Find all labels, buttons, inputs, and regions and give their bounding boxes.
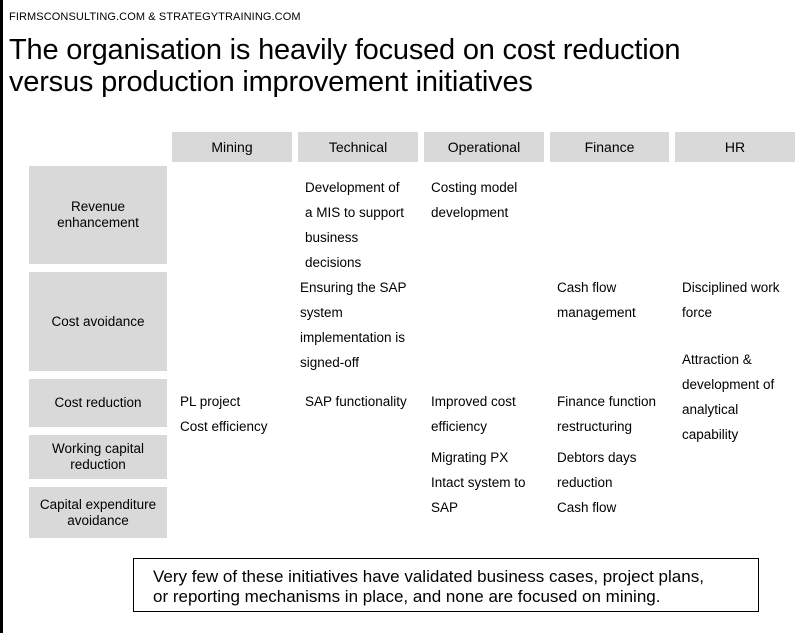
column-header-technical: Technical: [298, 132, 418, 162]
conclusion-callout: Very few of these initiatives have valid…: [133, 558, 759, 612]
title-line-2: versus production improvement initiative…: [9, 66, 533, 98]
row-header-cost-reduction: Cost reduction: [29, 379, 167, 427]
cell-line: Migrating PX: [431, 449, 509, 465]
cell-line: analytical: [682, 402, 739, 417]
cell-line: Improved cost: [431, 393, 516, 409]
cell-spacer: [682, 332, 780, 342]
cell-line: Ensuring the SAP: [300, 279, 407, 295]
cell-line: PL project: [180, 393, 241, 409]
left-border-rule: [0, 0, 3, 633]
cell-line: development of: [682, 377, 775, 392]
cell-line: restructuring: [557, 418, 633, 434]
cell-line: SAP: [431, 499, 459, 515]
cell-line: management: [557, 304, 636, 320]
cell-line: capability: [682, 427, 739, 442]
callout-line-2: or reporting mechanisms in place, and no…: [153, 587, 661, 606]
row-label: Cost avoidance: [51, 313, 145, 329]
cell-line: a MIS to support: [305, 204, 405, 220]
cell-wc-operational: Migrating PX Intact system to SAP: [431, 439, 526, 527]
cell-line: Finance function: [557, 393, 657, 409]
cell-avoidance-hr: Disciplined work force Attraction & deve…: [682, 269, 780, 454]
cell-line: efficiency: [431, 418, 488, 434]
column-header-mining: Mining: [172, 132, 292, 162]
cell-line: business: [305, 229, 359, 245]
column-header-hr: HR: [675, 132, 795, 162]
cell-line: system: [300, 304, 343, 320]
cell-line: Disciplined work: [682, 279, 780, 295]
page-title: The organisation is heavily focused on c…: [9, 34, 799, 98]
cell-line: Attraction &: [682, 352, 752, 367]
cell-line: Development of: [305, 179, 400, 195]
row-label: Working capital reduction: [51, 441, 145, 472]
cell-line: SAP functionality: [305, 393, 407, 409]
column-header-finance: Finance: [550, 132, 669, 162]
cell-reduction-finance: Finance function restructuring: [557, 383, 656, 446]
cell-avoidance-technical: Ensuring the SAP system implementation i…: [300, 269, 407, 382]
row-header-capex-avoidance: Capital expenditure avoidance: [29, 487, 167, 538]
cell-line: Costing model: [431, 179, 518, 195]
row-header-cost-avoidance: Cost avoidance: [29, 272, 167, 371]
cell-line: Intact system to: [431, 474, 526, 490]
cell-avoidance-finance: Cash flow management: [557, 269, 636, 332]
column-header-operational: Operational: [424, 132, 544, 162]
cell-revenue-technical: Development of a MIS to support business…: [305, 169, 404, 282]
cell-line: Cash flow: [557, 279, 617, 295]
title-line-1: The organisation is heavily focused on c…: [9, 34, 681, 66]
cell-line: decisions: [305, 254, 362, 270]
cell-line: implementation is: [300, 329, 406, 345]
cell-line: force: [682, 304, 713, 320]
callout-line-1: Very few of these initiatives have valid…: [153, 567, 704, 586]
cell-line: Debtors days: [557, 449, 637, 465]
cell-reduction-mining: PL project Cost efficiency: [180, 383, 268, 446]
cell-reduction-operational: Improved cost efficiency: [431, 383, 516, 446]
row-header-revenue-enhancement: Revenue enhancement: [29, 166, 167, 264]
cell-reduction-technical: SAP functionality: [305, 383, 407, 421]
cell-line: Cost efficiency: [180, 418, 268, 434]
cell-wc-finance: Debtors days reduction Cash flow: [557, 439, 637, 527]
cell-revenue-operational: Costing model development: [431, 169, 517, 232]
cell-line: signed-off: [300, 354, 360, 370]
cell-line: Cash flow: [557, 499, 617, 515]
source-label: FIRMSCONSULTING.COM & STRATEGYTRAINING.C…: [9, 11, 301, 23]
row-label: Cost reduction: [54, 395, 142, 410]
cell-line: reduction: [557, 474, 613, 490]
cell-line: development: [431, 204, 509, 220]
row-header-working-capital-reduction: Working capital reduction: [29, 435, 167, 479]
row-label: Revenue enhancement: [57, 199, 139, 230]
row-label: Capital expenditure avoidance: [39, 496, 157, 528]
